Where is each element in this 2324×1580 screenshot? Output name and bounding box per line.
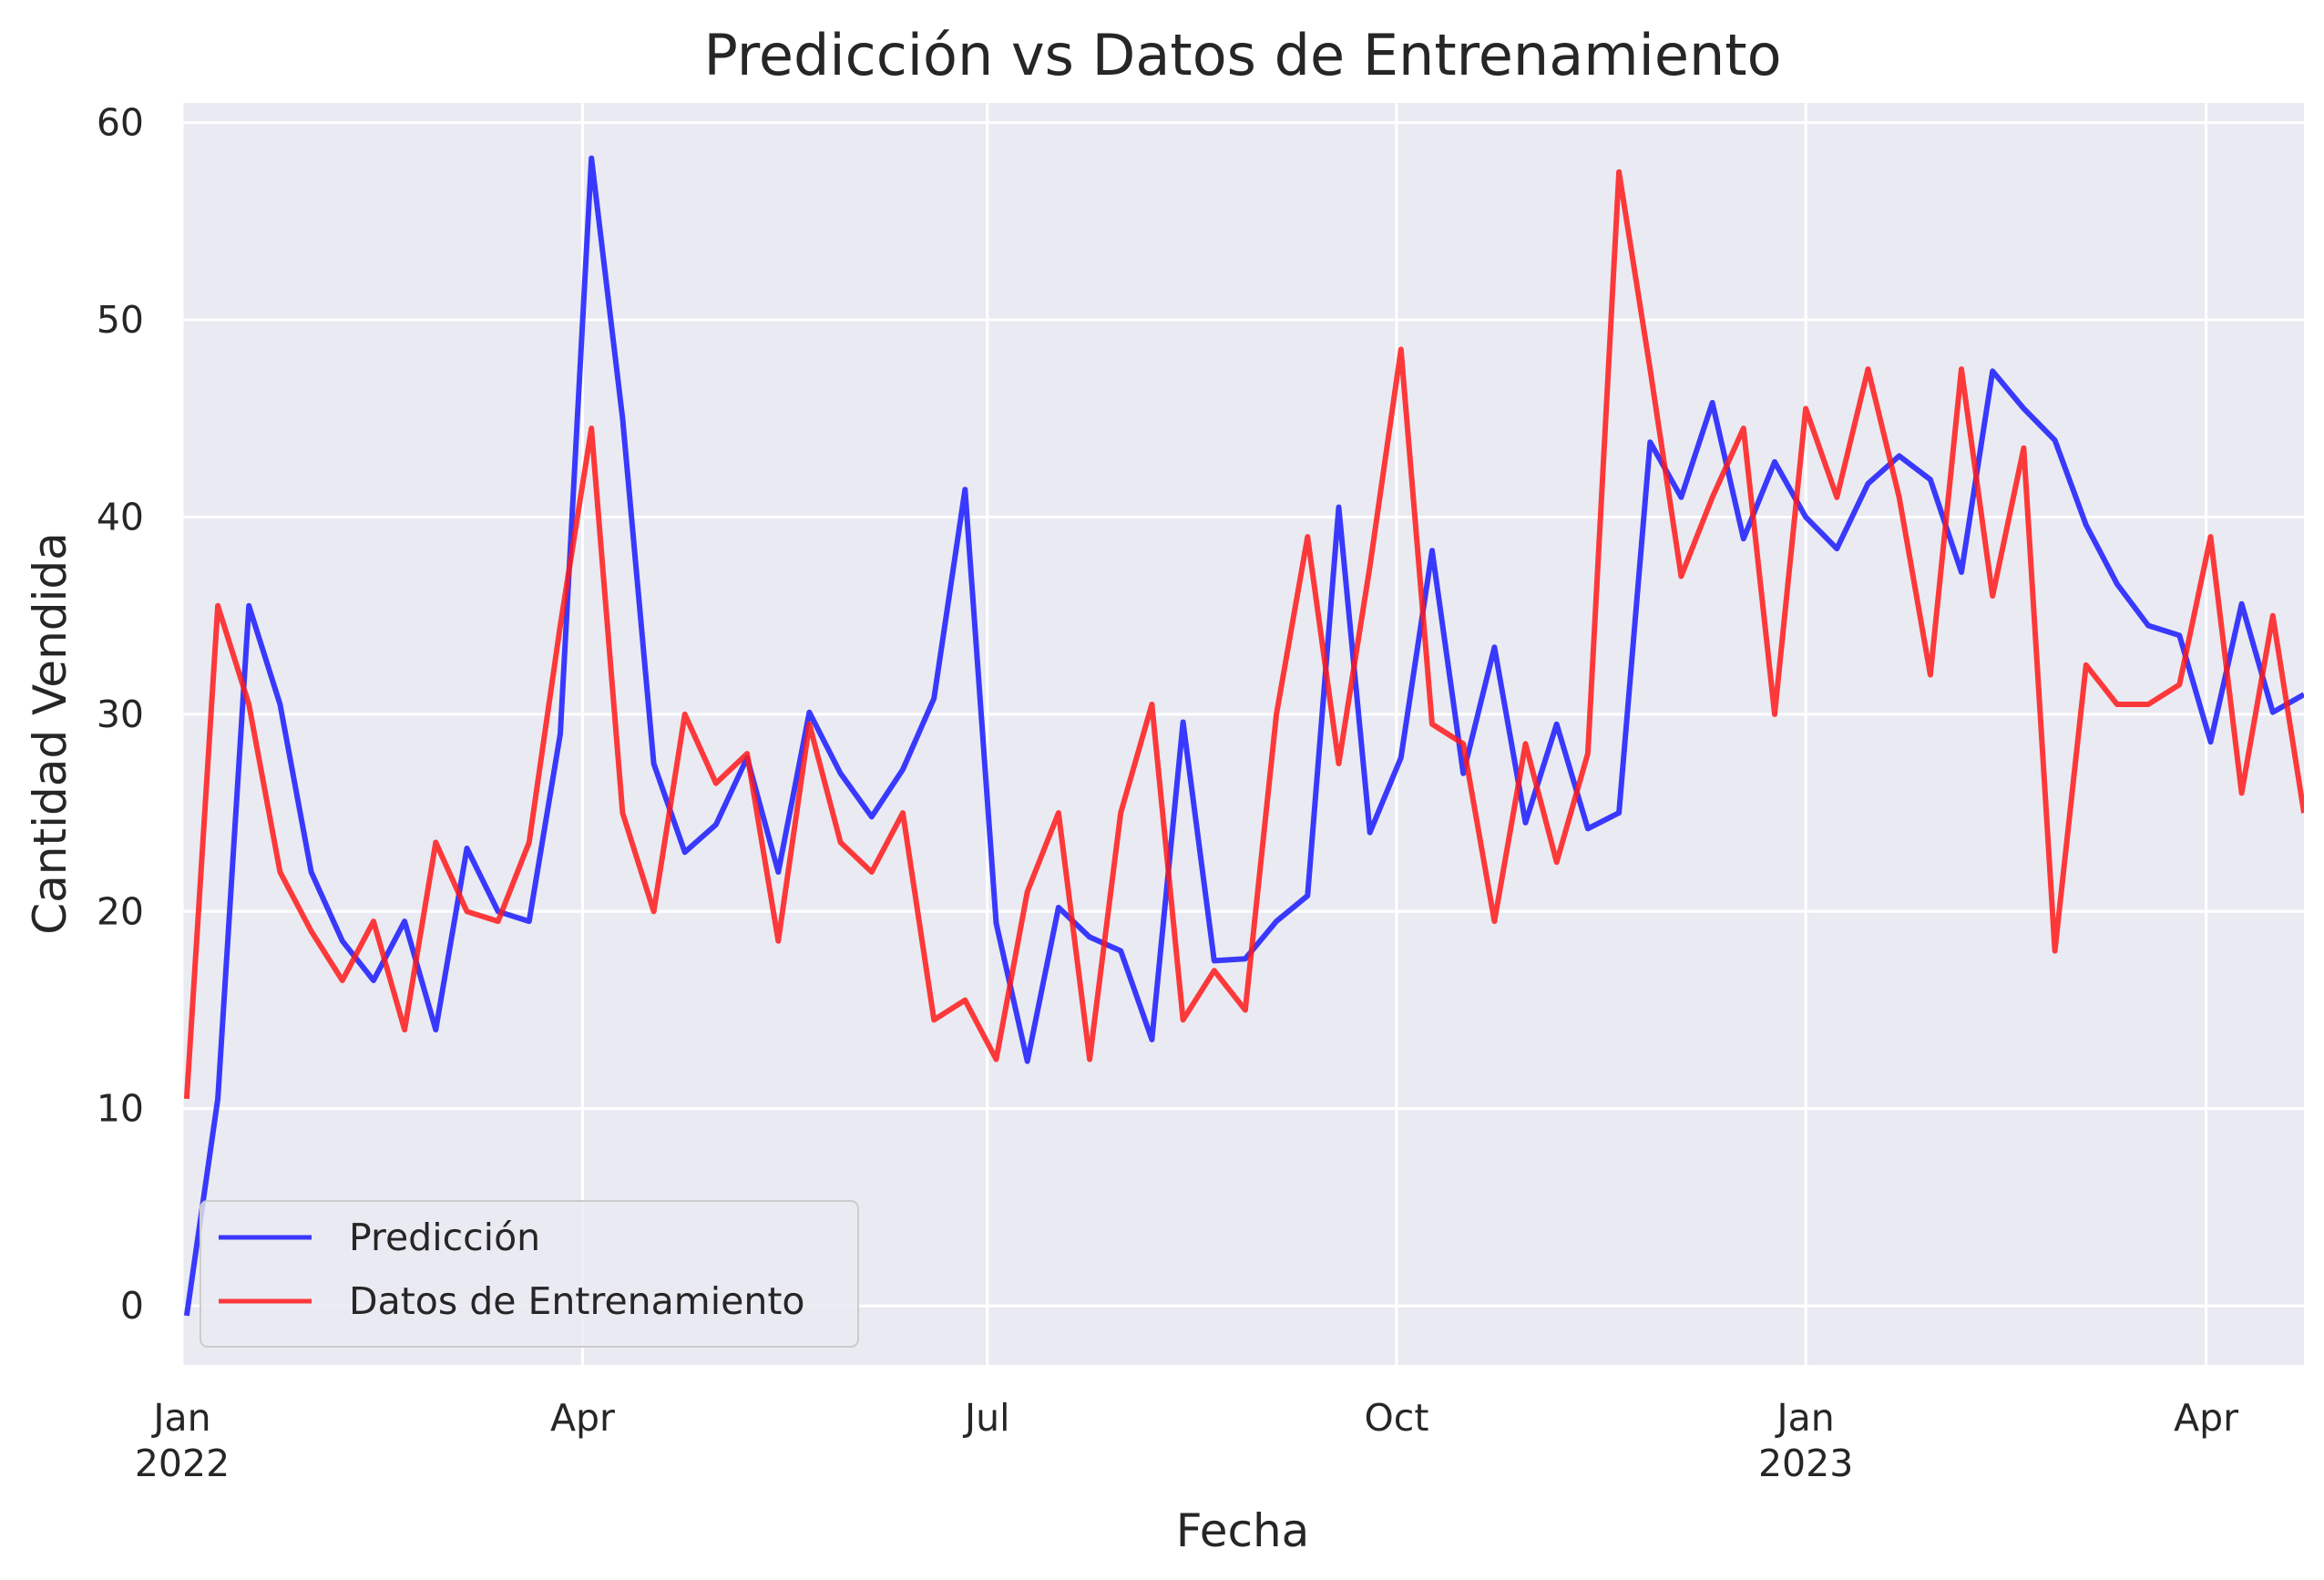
- y-tick-label: 40: [97, 495, 144, 539]
- x-tick-label: Jul: [962, 1396, 1009, 1440]
- legend-box: [200, 1200, 859, 1348]
- y-tick-labels: 0 10 20 30 40 50 60: [97, 101, 144, 1328]
- legend: Predicción Datos de Entrenamiento: [200, 1200, 859, 1348]
- x-axis-label: Fecha: [1176, 1504, 1310, 1557]
- y-tick-label: 0: [120, 1284, 144, 1328]
- legend-label-datos-entrenamiento: Datos de Entrenamiento: [349, 1279, 805, 1323]
- y-tick-label: 30: [97, 693, 144, 736]
- series-line-prediccion: [183, 155, 2304, 1317]
- legend-label-prediccion: Predicción: [349, 1216, 540, 1259]
- y-tick-label: 50: [97, 298, 144, 342]
- chart-title: Predicción vs Datos de Entrenamiento: [703, 22, 1781, 88]
- y-tick-label: 60: [97, 101, 144, 145]
- series-lines: [183, 155, 2304, 1317]
- x-tick-year-label: 2023: [1758, 1441, 1853, 1485]
- y-axis-label: Cantidad Vendida: [24, 532, 77, 935]
- plot-background: [182, 103, 2304, 1365]
- x-tick-label: Oct: [1365, 1396, 1429, 1440]
- x-tick-label: Apr: [2174, 1396, 2238, 1440]
- y-tick-label: 20: [97, 889, 144, 933]
- y-tick-label: 10: [97, 1087, 144, 1131]
- x-tick-label: Jan: [1775, 1396, 1835, 1440]
- series-line-datos-entrenamiento: [183, 169, 2304, 1100]
- x-tick-year-label: 2022: [135, 1441, 230, 1485]
- x-tick-label: Apr: [550, 1396, 615, 1440]
- x-tick-label: Jan: [150, 1396, 210, 1440]
